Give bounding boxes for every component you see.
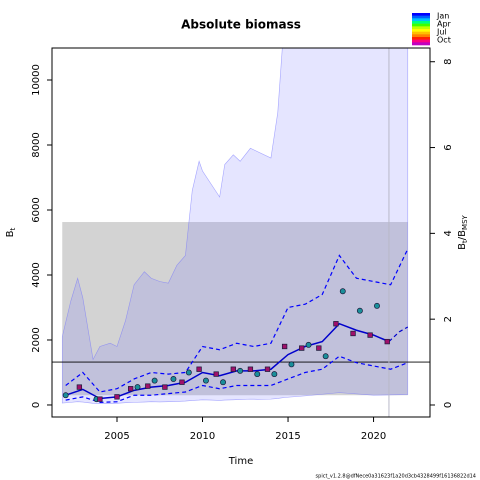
legend-swatch — [412, 31, 430, 35]
y-tick-label: 0 — [31, 402, 42, 408]
obs-point — [264, 366, 271, 372]
legend-swatch — [412, 26, 430, 30]
legend-swatch — [412, 34, 430, 38]
series-line — [388, 326, 409, 343]
legend-swatch — [412, 21, 430, 24]
y-tick-label: 2000 — [31, 327, 42, 352]
obs-point — [97, 396, 103, 402]
label-part: t — [461, 240, 469, 243]
obs-point — [179, 379, 185, 385]
y2-axis-label: Bt/BMSY — [457, 214, 469, 249]
y2-tick-label: 0 — [443, 402, 454, 408]
axes: 2005 2010 2015 2020 0 2000 4000 6000 8000 10000 0 2… — [5, 12, 469, 443]
legend-label: Jul — [436, 28, 447, 37]
bmsy-ci — [62, 222, 408, 396]
obs-point — [128, 386, 134, 392]
y2-tick-label: 8 — [443, 59, 454, 65]
legend-swatch — [412, 23, 430, 27]
obs-point — [220, 379, 226, 386]
legend-swatch — [412, 18, 430, 22]
obs-point — [374, 302, 380, 309]
legend-swatch — [412, 37, 430, 40]
obs-point — [322, 353, 329, 360]
obs-point — [305, 341, 312, 348]
y-tick-label: 8000 — [31, 132, 42, 157]
plot-frame — [51, 47, 431, 418]
legend-label: Oct — [437, 36, 451, 45]
label-part: t — [9, 227, 17, 230]
obs-point — [254, 371, 261, 378]
legend-swatch — [412, 29, 430, 32]
series-line — [65, 248, 409, 393]
obs-point — [339, 288, 346, 295]
obs-point — [316, 345, 322, 351]
y-tick-label: 10000 — [31, 64, 42, 96]
obs-point — [162, 384, 168, 390]
x-tick-label: 2015 — [275, 431, 300, 442]
legend-swatch — [412, 13, 430, 16]
x-axis-label: Time — [228, 456, 253, 467]
annotation: spict_v1.2.8@dfNece0a31623f1a20d3cb43284… — [316, 474, 476, 480]
obs-point — [230, 366, 236, 372]
series-line — [65, 322, 390, 400]
legend-swatch — [412, 15, 430, 19]
legend-label: Jan — [436, 12, 449, 21]
x-tick-label: 2010 — [190, 431, 215, 442]
label-part: B — [5, 230, 16, 237]
obs-point — [134, 384, 141, 391]
obs-point — [384, 338, 390, 345]
legend-label: Apr — [437, 20, 452, 29]
obs-point — [62, 392, 69, 399]
obs-point — [367, 332, 373, 338]
obs-point — [114, 394, 120, 400]
obs-point — [247, 366, 254, 372]
obs-point — [281, 343, 288, 350]
obs-point — [202, 377, 209, 384]
label-part: MSY — [461, 214, 469, 229]
obs-point — [170, 376, 177, 382]
obs-point — [299, 345, 305, 351]
chart-title: Absolute biomass — [181, 18, 301, 32]
obs-point — [185, 369, 192, 376]
legend-swatch — [412, 39, 430, 43]
obs-point — [237, 367, 244, 374]
label-part: /B — [457, 230, 468, 240]
y2-tick-label: 4 — [443, 230, 454, 236]
obs-point — [196, 366, 202, 372]
obs-point — [271, 371, 278, 378]
y2-tick-label: 2 — [443, 316, 454, 322]
obs-point — [213, 371, 219, 377]
x-tick-label: 2020 — [361, 431, 386, 442]
y2-tick-label: 6 — [443, 144, 454, 150]
obs-point — [151, 377, 158, 384]
obs-point — [288, 361, 295, 368]
y-tick-label: 4000 — [31, 262, 42, 287]
series-line — [65, 355, 408, 403]
obs-point — [350, 330, 356, 337]
legend-swatch — [412, 42, 430, 46]
obs-point — [333, 321, 339, 327]
obs-point — [356, 307, 363, 314]
obs-point — [145, 383, 151, 389]
x-tick-label: 2005 — [104, 431, 129, 442]
label-part: B — [457, 243, 468, 250]
y-tick-label: 6000 — [31, 197, 42, 222]
confidence-band — [61, 48, 409, 404]
obs-point — [76, 384, 83, 390]
plot-area — [52, 48, 430, 417]
y-axis-label: Bt — [5, 227, 17, 237]
